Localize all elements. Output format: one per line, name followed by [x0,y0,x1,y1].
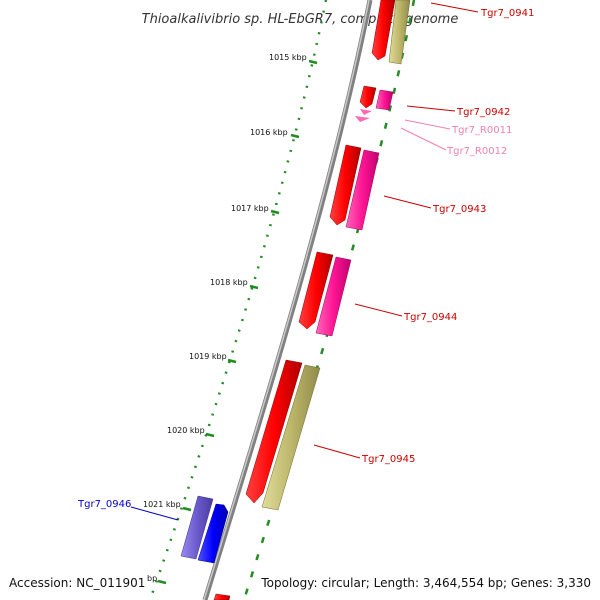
gene-label-tgr7-r0011[interactable]: Tgr7_R0011 [451,125,512,136]
tick-mark-1021 [182,506,192,512]
gene-tgr7-0946[interactable] [197,503,229,564]
gene-tgr7-0943[interactable] [329,144,362,226]
tick-mark-1020 [205,432,215,438]
gc-skew-track [242,0,416,600]
gene-label-tgr7-0942[interactable]: Tgr7_0942 [456,107,510,118]
leader-tgr7-r0012 [400,127,447,151]
gene-tgr7-0946-partner[interactable] [180,495,214,560]
gene-label-tgr7-r0012[interactable]: Tgr7_R0012 [446,146,507,157]
genome-backbone-highlight [203,0,370,600]
gene-tgr7-0942-partner[interactable] [375,89,394,111]
tick-label: 1018 kbp [210,278,248,287]
tick-label: 1016 kbp [250,128,288,137]
gc-content-track [148,0,328,600]
tick-mark-1016 [290,133,300,139]
genome-summary-text: Topology: circular; Length: 3,464,554 bp… [260,576,591,590]
leader-lines [130,2,479,521]
gene-label-tgr7-0941[interactable]: Tgr7_0941 [480,8,534,19]
gene-tgr7-0945[interactable] [245,359,303,504]
tick-mark-1022 [157,579,167,585]
gene-tgr7-0941-partner[interactable] [388,0,411,65]
accession-text: Accession: NC_011901 [9,576,145,590]
tick-label: 1020 kbp [167,426,205,435]
leader-tgr7-0943 [383,195,432,209]
tick-label: 1021 kbp [143,500,181,509]
leader-tgr7-r0011 [404,119,451,130]
leader-tgr7-0944 [354,303,403,317]
leader-tgr7-0941 [430,2,479,13]
tick-marks [157,59,318,585]
tick-label: 1019 kbp [189,352,227,361]
gene-label-tgr7-0943[interactable]: Tgr7_0943 [432,204,486,215]
gene-tgr7-0945-partner[interactable] [261,364,321,511]
tick-mark-1017 [270,209,280,215]
tick-label: 1017 kbp [231,204,269,213]
leader-tgr7-0945 [313,444,361,459]
tick-mark-1019 [227,358,237,364]
leader-tgr7-0942 [406,105,456,112]
gene-tgr7-0942[interactable] [359,85,377,109]
tick-mark-1018 [249,284,259,290]
gene-tgr7-0943-partner[interactable] [345,149,380,231]
gene-tgr7-0941[interactable] [371,0,396,61]
leader-tgr7-0946 [130,506,179,521]
tick-mark-1015 [308,59,318,65]
rna-tgr7-r0011[interactable] [360,109,372,115]
gene-label-tgr7-0945[interactable]: Tgr7_0945 [361,454,415,465]
rna-tgr7-r0012[interactable] [355,116,370,122]
gene-partial-bottom[interactable] [213,593,231,600]
gene-tgr7-0944[interactable] [298,251,334,330]
tick-label: 1015 kbp [269,53,307,62]
gene-tgr7-0944-partner[interactable] [315,256,352,337]
gene-label-tgr7-0944[interactable]: Tgr7_0944 [403,312,457,323]
tick-label: bp [147,574,157,583]
gene-label-tgr7-0946[interactable]: Tgr7_0946 [77,499,131,510]
genome-backbone [202,0,373,600]
